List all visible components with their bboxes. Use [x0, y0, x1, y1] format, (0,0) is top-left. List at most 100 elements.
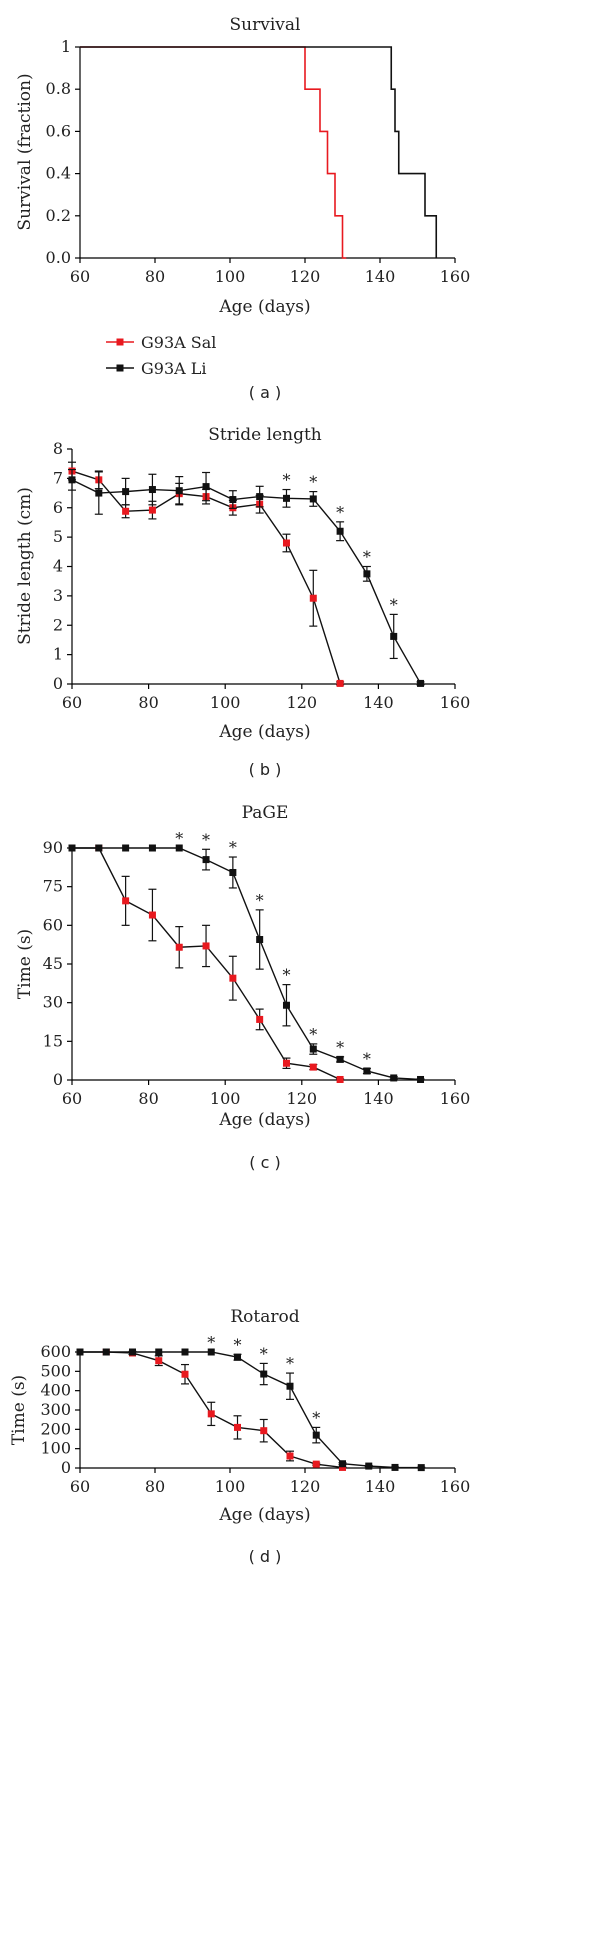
page-significance-star: *: [336, 1038, 344, 1057]
survival-title: Survival: [230, 15, 301, 35]
stride-significance-star: *: [309, 473, 317, 492]
rotarod-point-g93a-sal: [260, 1427, 268, 1435]
rotarod-point-g93a-li: [76, 1348, 84, 1356]
rotarod-x-tick-label: 160: [440, 1477, 471, 1496]
survival-x-tick-label: 100: [215, 267, 246, 286]
stride-x-tick-label: 140: [363, 693, 394, 712]
page-point-g93a-sal: [229, 974, 237, 982]
stride-point-g93a-li: [282, 494, 290, 502]
page-y-tick-label: 45: [43, 954, 63, 973]
page-point-g93a-li: [122, 844, 130, 852]
stride-x-tick-label: 100: [210, 693, 241, 712]
page-point-g93a-sal: [256, 1015, 264, 1023]
page-point-g93a-li: [309, 1045, 317, 1053]
page-point-g93a-li: [175, 844, 183, 852]
survival-y-tick-label: 1: [61, 37, 71, 56]
page-x-tick-label: 160: [440, 1089, 471, 1108]
page-x-axis-label: Age (days): [218, 1110, 310, 1130]
rotarod-significance-star: *: [312, 1408, 320, 1427]
page-point-g93a-sal: [336, 1075, 344, 1083]
stride-y-tick-label: 4: [53, 557, 63, 576]
stride-point-g93a-sal: [122, 507, 130, 515]
stride-point-g93a-li: [229, 496, 237, 504]
stride-point-g93a-li: [175, 487, 183, 495]
page-point-g93a-sal: [175, 943, 183, 951]
stride-point-g93a-li: [417, 679, 425, 687]
survival-y-axis-label: Survival (fraction): [15, 73, 35, 230]
page-point-g93a-li: [390, 1074, 398, 1082]
rotarod-point-g93a-sal: [155, 1357, 163, 1365]
rotarod-x-tick-label: 120: [290, 1477, 321, 1496]
page-significance-star: *: [256, 891, 264, 910]
page-title: PaGE: [242, 803, 289, 823]
survival-x-tick-label: 60: [70, 267, 90, 286]
stride-line-g93a-li: [71, 479, 422, 684]
stride-point-g93a-li: [148, 486, 156, 494]
panel-label-a: ( a ): [249, 383, 281, 402]
rotarod-point-g93a-sal: [339, 1463, 346, 1471]
rotarod-point-g93a-li: [417, 1464, 425, 1472]
panel-label-b: ( b ): [249, 760, 282, 779]
rotarod-point-g93a-li: [391, 1463, 399, 1471]
page-point-g93a-li: [229, 868, 237, 876]
legend-label-sal: G93A Sal: [141, 333, 216, 352]
rotarod-point-g93a-li: [286, 1382, 294, 1390]
rotarod-y-tick-label: 600: [40, 1342, 71, 1361]
page-x-tick-label: 140: [363, 1089, 394, 1108]
stride-point-g93a-li: [202, 483, 210, 491]
stride-point-g93a-li: [122, 488, 130, 496]
stride-y-tick-label: 3: [53, 586, 63, 605]
page-point-g93a-sal: [122, 897, 130, 905]
legend-item-li: G93A Li: [106, 359, 207, 378]
stride-point-g93a-sal: [148, 506, 156, 514]
rotarod-x-tick-label: 80: [145, 1477, 165, 1496]
page-point-g93a-li: [202, 856, 210, 864]
stride-significance-star: *: [390, 595, 398, 614]
rotarod-significance-star: *: [260, 1344, 268, 1363]
stride-length-chart: Stride length 60 80 100 120 140 160 0 1 2 3 4 5 6 7 8 *…: [15, 425, 470, 742]
rotarod-title: Rotarod: [230, 1307, 299, 1327]
rotarod-y-tick-label: 100: [40, 1439, 71, 1458]
survival-y-tick-label: 0.6: [46, 121, 71, 140]
page-point-g93a-li: [282, 1001, 290, 1009]
rotarod-significance-star: *: [207, 1333, 215, 1352]
page-significance-star: *: [202, 830, 210, 849]
stride-x-axis-label: Age (days): [218, 722, 310, 742]
rotarod-significance-star: *: [234, 1335, 242, 1354]
page-point-g93a-li: [336, 1055, 344, 1063]
survival-chart: Survival 60 80 100 120 140 160 0.0 0.2 0.4 0.6 0.8…: [15, 15, 470, 317]
rotarod-point-g93a-sal: [286, 1452, 294, 1460]
survival-y-tick-label: 0.4: [46, 164, 71, 183]
rotarod-y-axis-label: Time (s): [9, 1375, 29, 1445]
survival-x-axis-label: Age (days): [218, 297, 310, 317]
rotarod-y-tick-label: 500: [40, 1361, 71, 1380]
stride-significance-star: *: [336, 503, 344, 522]
rotarod-point-g93a-sal: [207, 1410, 215, 1418]
page-point-g93a-li: [256, 936, 264, 944]
stride-y-tick-label: 0: [53, 674, 63, 693]
stride-point-g93a-li: [390, 632, 398, 640]
stride-point-g93a-sal: [309, 594, 317, 602]
stride-y-tick-label: 8: [53, 439, 63, 458]
rotarod-line-g93a-li: [80, 1351, 422, 1469]
rotarod-point-g93a-li: [181, 1348, 189, 1356]
page-x-tick-label: 100: [210, 1089, 241, 1108]
rotarod-x-axis-label: Age (days): [218, 1505, 310, 1525]
page-x-tick-label: 60: [62, 1089, 82, 1108]
rotarod-x-tick-label: 100: [215, 1477, 246, 1496]
stride-point-g93a-li: [68, 476, 76, 484]
legend-item-sal: G93A Sal: [106, 333, 216, 352]
survival-x-tick-label: 80: [145, 267, 165, 286]
stride-y-tick-label: 5: [53, 527, 63, 546]
survival-x-tick-label: 120: [290, 267, 321, 286]
page-y-tick-label: 0: [53, 1070, 63, 1089]
stride-point-g93a-li: [336, 527, 344, 535]
stride-y-tick-label: 6: [53, 498, 63, 517]
stride-y-tick-label: 7: [53, 468, 63, 487]
rotarod-y-tick-label: 0: [61, 1458, 71, 1477]
page-point-g93a-sal: [148, 911, 156, 919]
page-chart: PaGE 60 80 100 120 140 160 0 15 30 45 60 75 90 * * * * * *…: [15, 803, 470, 1130]
page-significance-star: *: [363, 1049, 371, 1068]
page-plot-area: 60 80 100 120 140 160 0 15 30 45 60 75 90 * * * * * * * *: [43, 829, 471, 1108]
